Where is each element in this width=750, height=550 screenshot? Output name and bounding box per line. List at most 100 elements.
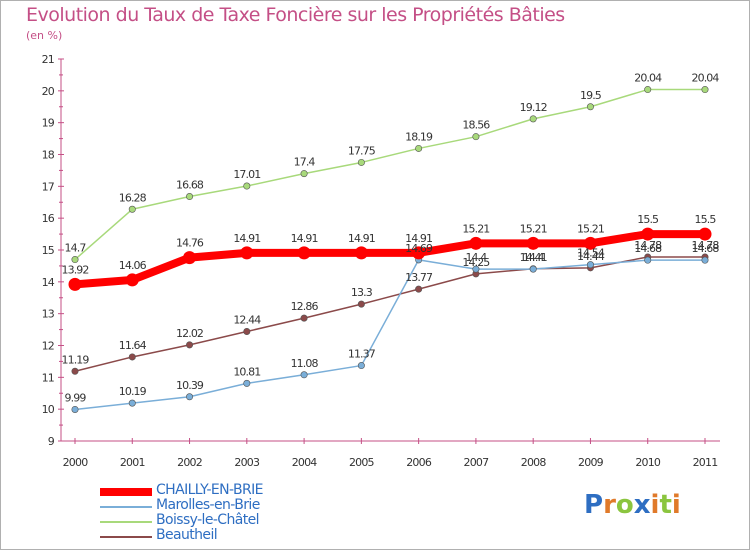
- data-point: [300, 170, 308, 178]
- data-label: 12.02: [176, 327, 203, 340]
- y-tick-label: 12: [42, 340, 54, 353]
- data-point: [297, 246, 311, 260]
- y-tick-label: 16: [42, 212, 55, 225]
- data-label: 15.21: [577, 222, 604, 235]
- data-point: [701, 256, 709, 264]
- data-point: [300, 371, 308, 379]
- data-label: 14.69: [405, 242, 433, 255]
- data-label: 14.78: [692, 239, 720, 252]
- data-label: 14.91: [348, 232, 375, 245]
- x-tick-label: 2006: [406, 456, 432, 469]
- x-tick-label: 2004: [292, 456, 318, 469]
- data-point: [357, 158, 365, 166]
- logo-letter: o: [615, 490, 634, 520]
- chart-title: Evolution du Taux de Taxe Foncière sur l…: [26, 4, 565, 26]
- legend-label: Marolles-en-Brie: [156, 497, 260, 513]
- data-label: 15.5: [637, 213, 659, 226]
- logo-letter: i: [671, 490, 681, 520]
- chart-subtitle: (en %): [26, 29, 63, 42]
- logo-letter: r: [603, 490, 616, 520]
- data-point: [641, 227, 655, 241]
- y-tick-label: 20: [42, 85, 55, 98]
- data-label: 14.4: [523, 251, 545, 264]
- data-label: 14.68: [634, 242, 662, 255]
- data-label: 14.25: [462, 256, 490, 269]
- data-label: 14.06: [119, 259, 147, 272]
- legend-swatch: [100, 536, 152, 538]
- data-point: [183, 251, 197, 265]
- data-point: [357, 362, 365, 370]
- data-label: 14.68: [692, 242, 720, 255]
- data-point: [354, 246, 368, 260]
- data-label: 17.75: [348, 144, 376, 157]
- logo-letter: i: [650, 490, 660, 520]
- data-label: 14.4: [465, 251, 487, 264]
- data-point: [68, 277, 82, 291]
- data-label: 12.86: [291, 300, 319, 313]
- data-point: [243, 327, 251, 335]
- data-label: 14.54: [577, 247, 605, 260]
- y-tick-label: 17: [42, 180, 55, 193]
- series-line-3: [74, 256, 705, 373]
- legend-item: Boissy-le-Châtel: [100, 512, 360, 529]
- data-label: 15.21: [462, 222, 489, 235]
- data-label: 14.44: [577, 250, 605, 263]
- legend-item: CHAILLY-EN-BRIE: [100, 482, 360, 499]
- legend-label: CHAILLY-EN-BRIE: [156, 482, 263, 498]
- data-point: [583, 236, 597, 250]
- series-line-0: [74, 230, 705, 289]
- x-tick-label: 2011: [693, 456, 718, 469]
- data-point: [186, 393, 194, 401]
- x-tick-label: 2002: [177, 456, 202, 469]
- y-tick-label: 9: [48, 435, 55, 448]
- data-label: 17.01: [233, 168, 260, 181]
- data-point: [698, 227, 712, 241]
- data-label: 11.08: [291, 357, 319, 370]
- data-point: [472, 265, 480, 273]
- data-label: 11.64: [119, 339, 147, 352]
- series-line-2: [74, 88, 705, 261]
- data-label: 18.56: [462, 119, 490, 132]
- data-label: 14.91: [405, 232, 432, 245]
- data-label: 20.04: [692, 72, 720, 85]
- data-point: [240, 246, 254, 260]
- data-point: [300, 314, 308, 322]
- data-label: 17.4: [294, 156, 316, 169]
- y-tick-label: 15: [42, 244, 55, 257]
- data-label: 14.91: [291, 232, 318, 245]
- data-point: [128, 399, 136, 407]
- data-label: 14.41: [520, 251, 547, 264]
- chart-legend: CHAILLY-EN-BRIE Marolles-en-Brie Boissy-le…: [100, 482, 360, 544]
- data-label: 13.3: [351, 286, 373, 299]
- data-point: [526, 236, 540, 250]
- data-point: [186, 193, 194, 201]
- data-label: 15.5: [695, 213, 717, 226]
- x-tick-label: 2008: [521, 456, 547, 469]
- data-label: 13.92: [62, 263, 89, 276]
- data-point: [128, 353, 136, 361]
- data-label: 16.68: [176, 179, 204, 192]
- x-tick-label: 2005: [349, 456, 375, 469]
- data-label: 16.28: [119, 191, 147, 204]
- data-label: 14.76: [176, 237, 204, 250]
- data-label: 14.91: [233, 232, 260, 245]
- data-point: [469, 236, 483, 250]
- logo-letter: t: [659, 490, 672, 520]
- x-tick-label: 2000: [63, 456, 89, 469]
- data-label: 18.19: [405, 130, 433, 143]
- data-label: 11.37: [348, 348, 376, 361]
- legend-swatch: [100, 506, 152, 508]
- logo-letter: x: [633, 490, 651, 520]
- y-tick-label: 13: [42, 308, 55, 321]
- data-point: [125, 273, 139, 287]
- legend-label: Boissy-le-Châtel: [156, 512, 260, 528]
- data-point: [243, 182, 251, 190]
- x-tick-label: 2009: [578, 456, 604, 469]
- x-tick-label: 2001: [120, 456, 145, 469]
- data-label: 14.7: [65, 242, 87, 255]
- x-tick-label: 2010: [635, 456, 661, 469]
- x-tick-label: 2007: [464, 456, 490, 469]
- data-label: 19.12: [520, 101, 547, 114]
